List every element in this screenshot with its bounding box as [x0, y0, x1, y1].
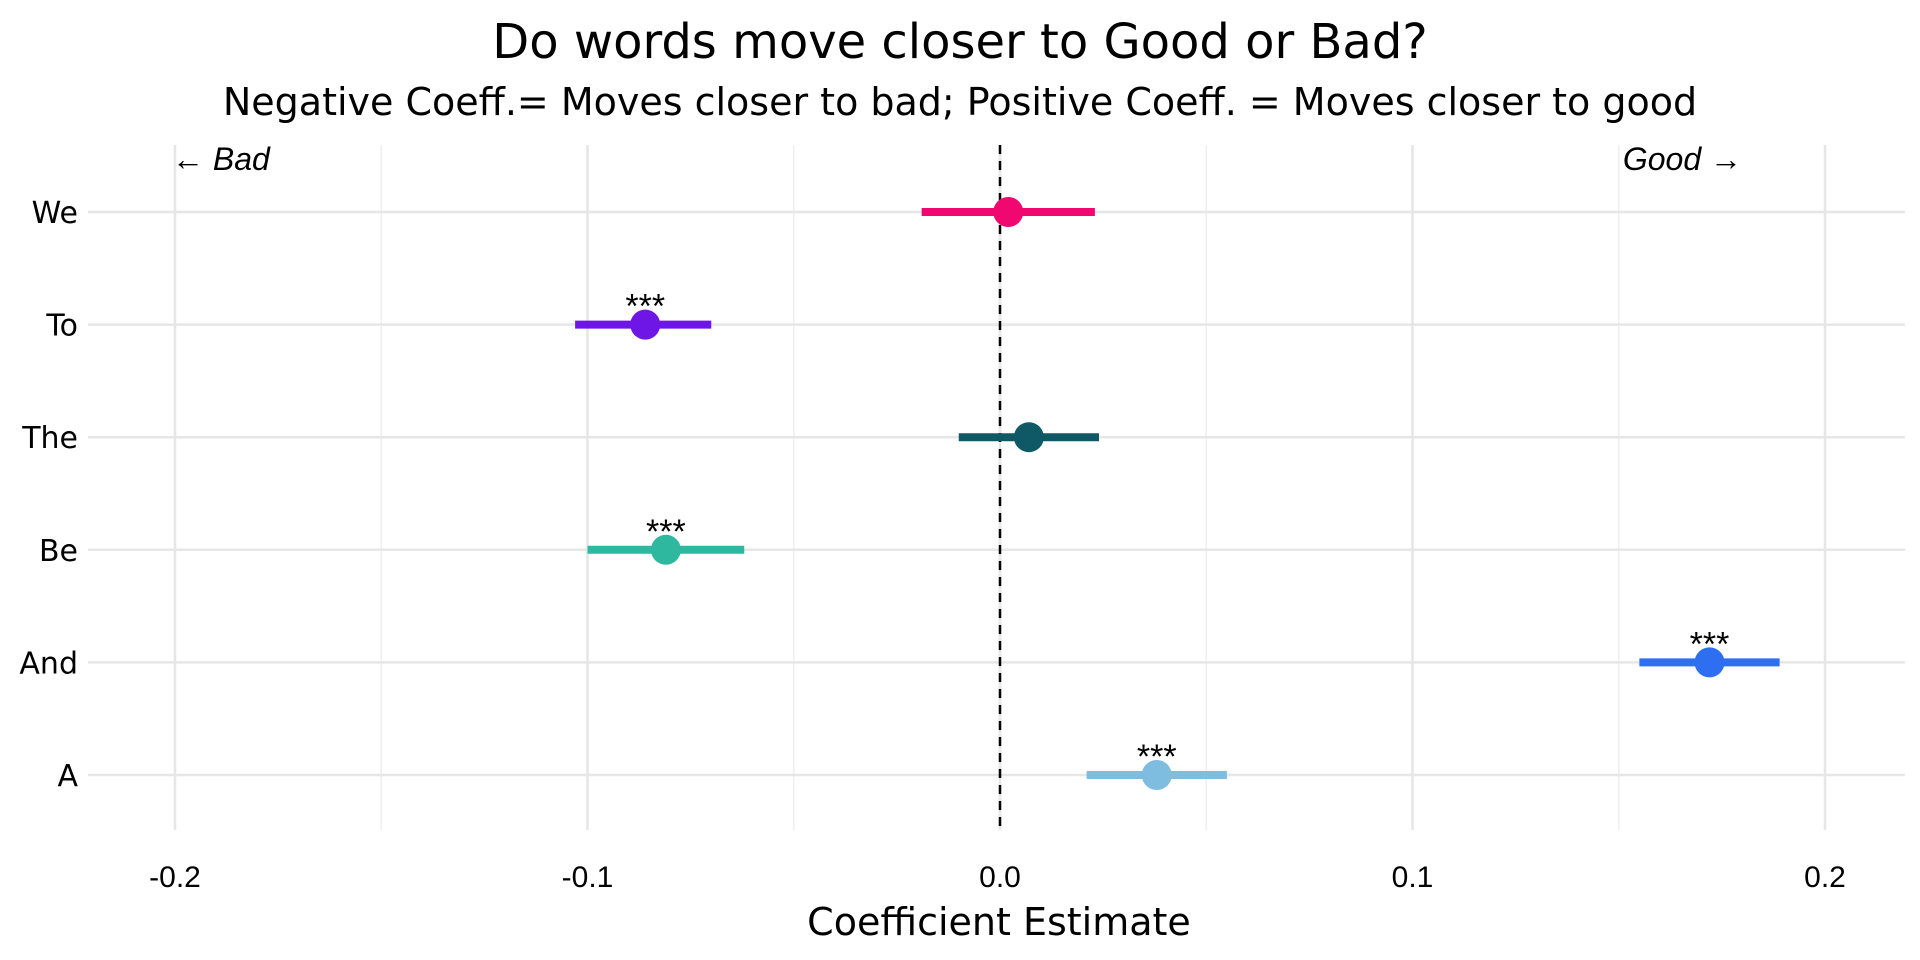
x-tick-label: 0.0 — [979, 861, 1021, 894]
x-tick-label: -0.2 — [149, 861, 201, 894]
annotation-good: Good → — [1623, 141, 1742, 177]
x-tick-label: 0.1 — [1392, 861, 1434, 894]
point-the — [1013, 422, 1044, 453]
chart-title: Do words move closer to Good or Bad? — [492, 14, 1428, 70]
x-tick-label: 0.2 — [1804, 861, 1846, 894]
point-to — [630, 309, 661, 340]
point-we — [993, 197, 1024, 227]
significance-to: *** — [625, 288, 665, 326]
annotation-bad: ← Bad — [172, 141, 271, 177]
data-marks: *** *** *** *** — [575, 197, 1780, 790]
point-be — [650, 534, 681, 565]
y-tick-label-be: Be — [39, 534, 78, 569]
significance-and: *** — [1690, 625, 1730, 663]
y-tick-label-to: To — [45, 309, 78, 344]
x-axis-labels: -0.2 -0.1 0.0 0.1 0.2 — [149, 861, 1846, 894]
significance-a: *** — [1137, 738, 1177, 776]
y-tick-label-a: A — [57, 759, 78, 794]
chart-subtitle: Negative Coeff.= Moves closer to bad; Po… — [222, 80, 1698, 124]
point-a — [1141, 760, 1172, 790]
y-tick-label-the: The — [21, 421, 78, 456]
x-axis-title: Coefficient Estimate — [807, 900, 1191, 944]
point-and — [1694, 647, 1725, 678]
y-tick-label-and: And — [19, 646, 78, 681]
y-axis-labels: We To The Be And A — [19, 196, 78, 794]
y-tick-label-we: We — [32, 196, 78, 231]
x-tick-label: -0.1 — [562, 861, 614, 894]
grid-lines — [88, 145, 1905, 830]
significance-be: *** — [646, 513, 686, 551]
